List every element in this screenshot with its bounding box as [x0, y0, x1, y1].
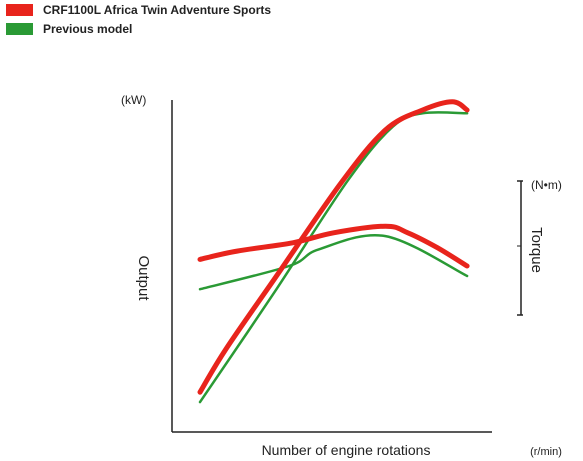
legend: CRF1100L Africa Twin Adventure Sports Pr…: [6, 0, 271, 38]
series-line-torque-previous-model: [198, 233, 469, 291]
legend-swatch-red: [6, 3, 33, 16]
series-line-output-crf1100l-africa-twin-adventure-sports: [197, 99, 470, 395]
legend-label: Previous model: [43, 21, 133, 36]
legend-swatch-green: [6, 22, 33, 35]
series-line-output-previous-model: [198, 111, 469, 404]
series-line-torque-crf1100l-africa-twin-adventure-sports: [197, 223, 470, 269]
legend-label: CRF1100L Africa Twin Adventure Sports: [43, 2, 272, 17]
y-axis-title: Output: [135, 255, 152, 301]
x-axis-title: Number of engine rotations: [262, 442, 431, 458]
x-unit-label: (r/min): [530, 446, 562, 458]
y-unit-label: (kW): [121, 93, 146, 107]
legend-item-previous-model: Previous model: [6, 19, 271, 38]
y2-unit-label: (N•m): [531, 178, 562, 192]
legend-item-adventure-sports: CRF1100L Africa Twin Adventure Sports: [6, 0, 271, 19]
series-layer: [197, 99, 470, 404]
y2-axis-title: Torque: [528, 227, 545, 273]
